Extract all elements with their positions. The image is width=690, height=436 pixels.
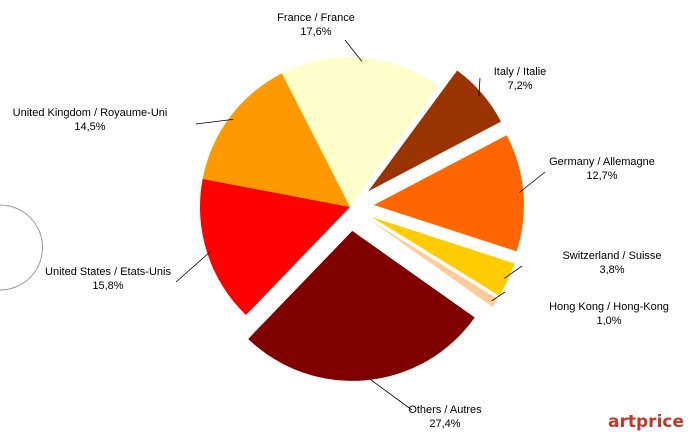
leader-line [344, 39, 363, 62]
leader-line [175, 250, 212, 283]
logo: artprice [608, 412, 684, 432]
slice-value-label: 12,7% [586, 170, 617, 182]
slice-value-label: 27,4% [429, 418, 460, 430]
slice-value-label: 1,0% [596, 315, 621, 327]
slice-label: United States / Etats-Unis [45, 266, 171, 278]
slice-value-label: 17,6% [300, 26, 331, 38]
slice-label: France / France [277, 12, 355, 24]
slice-label: United Kingdom / Royaume-Uni [13, 107, 168, 119]
decoration-arc [0, 204, 43, 291]
leader-line [195, 118, 234, 125]
slice-label: Others / Autres [408, 404, 482, 416]
leader-line [478, 77, 481, 97]
leader-line [504, 265, 523, 279]
slice-label: Switzerland / Suisse [562, 250, 661, 262]
slice-value-label: 15,8% [92, 280, 123, 292]
slice-value-label: 7,2% [507, 80, 532, 92]
pie-slice [248, 230, 475, 381]
pie-slice [202, 73, 350, 207]
leader-line [365, 375, 413, 411]
slice-label: Italy / Italie [494, 66, 547, 78]
leader-line [491, 291, 506, 302]
pie-slice [373, 135, 524, 252]
slice-label: Germany / Allemagne [549, 156, 655, 168]
pie-slice [281, 57, 439, 207]
slice-value-label: 3,8% [599, 264, 624, 276]
leader-line [519, 171, 546, 193]
pie-slice [368, 70, 501, 192]
pie-slice [371, 217, 515, 296]
pie-slice [370, 220, 498, 307]
slice-label: Hong Kong / Hong-Kong [549, 301, 669, 313]
slice-value-label: 14,5% [74, 121, 105, 133]
pie-slice [199, 178, 350, 316]
